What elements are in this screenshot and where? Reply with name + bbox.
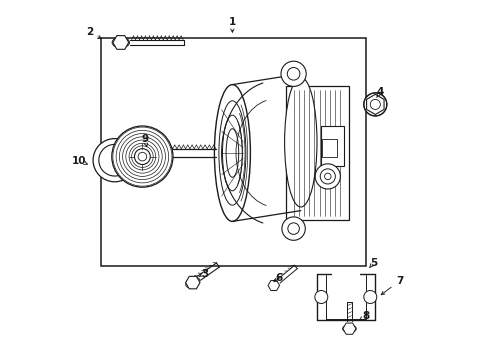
Bar [322, 139, 337, 157]
Circle shape [93, 139, 136, 182]
Circle shape [112, 126, 173, 187]
Text: 8: 8 [362, 311, 369, 321]
Circle shape [134, 149, 150, 165]
Text: 6: 6 [275, 273, 283, 283]
Text: 7: 7 [396, 276, 403, 286]
Text: 9: 9 [141, 134, 148, 144]
Bar [101, 38, 366, 266]
Bar [320, 126, 344, 166]
Text: 5: 5 [370, 258, 377, 268]
Text: 3: 3 [201, 269, 208, 279]
Ellipse shape [215, 85, 250, 221]
Ellipse shape [285, 77, 317, 207]
Text: 10: 10 [72, 156, 87, 166]
Text: 4: 4 [376, 87, 384, 97]
Ellipse shape [281, 61, 306, 86]
Circle shape [315, 291, 328, 303]
Ellipse shape [282, 217, 305, 240]
Circle shape [364, 291, 377, 303]
Bar [286, 86, 349, 220]
Ellipse shape [315, 164, 341, 189]
Circle shape [364, 93, 387, 116]
Text: 1: 1 [229, 17, 236, 27]
Text: 2: 2 [86, 27, 93, 37]
